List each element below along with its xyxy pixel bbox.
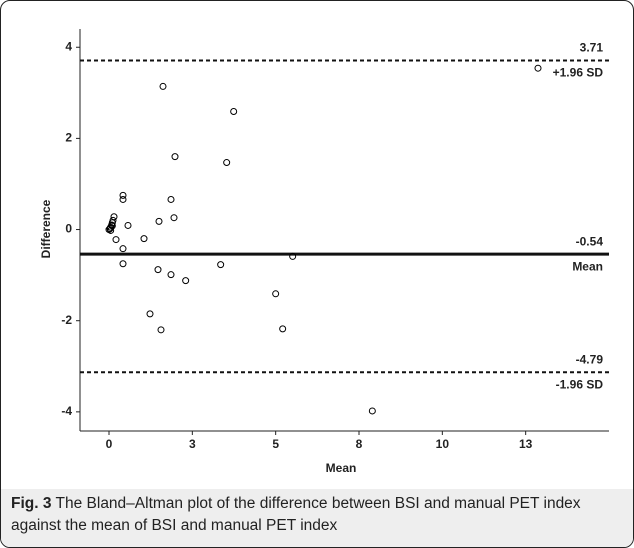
point [112, 236, 120, 244]
x-tick-label: 0 [106, 437, 113, 451]
point [119, 245, 127, 253]
point [171, 153, 179, 161]
point [170, 214, 178, 222]
point [182, 277, 190, 285]
point [167, 195, 175, 203]
point [223, 159, 231, 167]
y-tick-label: -2 [61, 313, 72, 327]
point [167, 271, 175, 279]
y-tick-label: 2 [65, 131, 72, 145]
y-tick-label: 4 [65, 39, 72, 53]
point [140, 235, 148, 243]
y-tick-label: 0 [65, 222, 72, 236]
reference-value: 3.71 [580, 41, 604, 55]
reference-label: Mean [572, 259, 603, 273]
x-tick-label: 13 [519, 437, 533, 451]
point [159, 82, 167, 90]
point [119, 260, 127, 268]
reference-label: -1.96 SD [556, 377, 604, 391]
point [289, 252, 297, 260]
caption: Fig. 3 The Bland–Altman plot of the diff… [1, 489, 633, 547]
point [146, 310, 154, 318]
chart: Mean Difference -4 -2 0 2 4 0 3 5 8 10 13 3.71 +1.96… [39, 29, 609, 475]
point [155, 217, 163, 225]
point [107, 226, 115, 234]
point [368, 407, 376, 415]
point [217, 261, 225, 269]
caption-label: Fig. 3 [11, 495, 52, 512]
caption-text: The Bland–Altman plot of the difference … [11, 495, 581, 534]
point [154, 266, 162, 274]
x-tick-label: 8 [356, 437, 363, 451]
y-tick-label: -4 [61, 404, 72, 418]
x-axis-label: Mean [326, 461, 357, 475]
point [119, 195, 127, 203]
reference-label: +1.96 SD [553, 66, 604, 80]
point [230, 107, 238, 115]
point [124, 221, 132, 229]
x-tick-label: 5 [272, 437, 279, 451]
point [108, 222, 116, 230]
reference-value: -4.79 [576, 352, 604, 366]
point [534, 64, 542, 72]
x-tick-label: 3 [189, 437, 196, 451]
x-tick-label: 10 [436, 437, 450, 451]
point [110, 213, 118, 221]
point [157, 326, 165, 334]
point [272, 290, 280, 298]
point [279, 325, 287, 333]
y-axis-label: Difference [39, 199, 53, 258]
point [119, 191, 127, 199]
reference-value: -0.54 [576, 234, 604, 248]
